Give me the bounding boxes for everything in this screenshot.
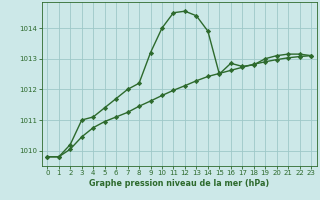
X-axis label: Graphe pression niveau de la mer (hPa): Graphe pression niveau de la mer (hPa) (89, 179, 269, 188)
